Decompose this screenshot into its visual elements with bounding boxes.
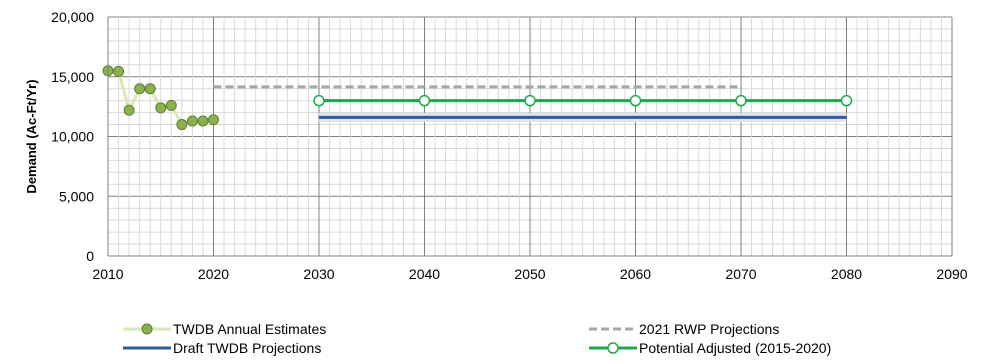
y-tick-label: 0 bbox=[86, 248, 94, 264]
legend: TWDB Annual Estimates Draft TWDB Projecti… bbox=[123, 321, 831, 356]
x-tick-label: 2020 bbox=[198, 266, 229, 282]
legend-label: Potential Adjusted (2015-2020) bbox=[639, 340, 831, 356]
axes: 2010 2020 2030 2040 2050 2060 2070 2080 2090 0 5,0… bbox=[24, 9, 968, 282]
data-point-twdb-annual-estimates bbox=[176, 119, 188, 131]
x-tick-label: 2040 bbox=[409, 266, 440, 282]
data-point-potential-adjusted bbox=[313, 94, 325, 107]
data-point-twdb-annual-estimates bbox=[155, 102, 167, 114]
data-point-twdb-annual-estimates bbox=[113, 65, 125, 77]
x-tick-label: 2070 bbox=[725, 266, 756, 282]
data-point-twdb-annual-estimates bbox=[186, 115, 198, 127]
legend-swatch-marker bbox=[607, 342, 619, 354]
legend-label: 2021 RWP Projections bbox=[639, 321, 779, 337]
data-point-potential-adjusted bbox=[629, 94, 642, 107]
data-point-twdb-annual-estimates bbox=[165, 99, 177, 111]
y-tick-label: 20,000 bbox=[51, 9, 94, 25]
x-tick-label: 2010 bbox=[92, 266, 123, 282]
data-point-potential-adjusted bbox=[524, 94, 536, 107]
data-point-twdb-annual-estimates bbox=[134, 83, 146, 95]
x-tick-label: 2060 bbox=[620, 266, 651, 282]
legend-item: 2021 RWP Projections bbox=[589, 321, 779, 337]
x-tick-label: 2050 bbox=[514, 266, 545, 282]
y-axis-title: Demand (Ac-Ft/Yr) bbox=[24, 79, 39, 193]
data-point-twdb-annual-estimates bbox=[208, 114, 219, 126]
legend-item: Draft TWDB Projections bbox=[123, 340, 321, 356]
x-tick-label: 2080 bbox=[831, 266, 862, 282]
legend-item: Potential Adjusted (2015-2020) bbox=[589, 340, 831, 356]
data-point-twdb-annual-estimates bbox=[197, 115, 209, 127]
grid bbox=[108, 16, 953, 256]
data-point-twdb-annual-estimates bbox=[123, 104, 135, 116]
x-tick-label: 2090 bbox=[936, 266, 967, 282]
data-point-potential-adjusted bbox=[418, 94, 431, 107]
series-layer bbox=[102, 65, 853, 131]
y-tick-label: 5,000 bbox=[59, 188, 94, 204]
legend-label: TWDB Annual Estimates bbox=[173, 321, 326, 337]
legend-swatch-marker bbox=[141, 323, 153, 335]
data-point-potential-adjusted bbox=[840, 94, 853, 107]
data-point-twdb-annual-estimates bbox=[144, 83, 156, 95]
data-point-potential-adjusted bbox=[735, 94, 747, 107]
legend-item: TWDB Annual Estimates bbox=[123, 321, 326, 337]
y-tick-label: 10,000 bbox=[51, 129, 94, 145]
x-tick-label: 2030 bbox=[303, 266, 334, 282]
legend-label: Draft TWDB Projections bbox=[173, 340, 321, 356]
y-tick-label: 15,000 bbox=[51, 69, 94, 85]
